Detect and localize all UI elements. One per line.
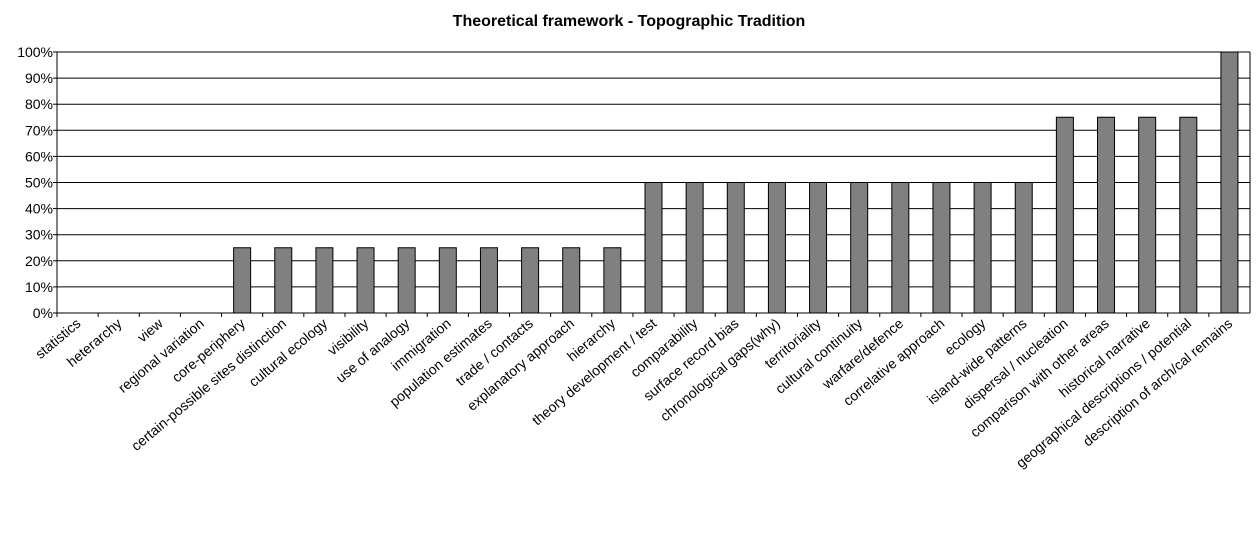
- y-tick-label: 90%: [25, 70, 53, 86]
- bar: [521, 247, 540, 314]
- bar: [1138, 116, 1157, 314]
- y-tick-label: 100%: [17, 44, 53, 60]
- bar: [685, 182, 704, 314]
- bar: [726, 182, 745, 314]
- bar: [233, 247, 252, 314]
- y-tick-label: 50%: [25, 175, 53, 191]
- y-tick-label: 60%: [25, 148, 53, 164]
- bar: [397, 247, 416, 314]
- x-tick-label: view: [134, 314, 166, 345]
- bar: [274, 247, 293, 314]
- y-tick-label: 70%: [25, 122, 53, 138]
- bar: [438, 247, 457, 314]
- bar: [767, 182, 786, 314]
- bar: [1220, 51, 1239, 314]
- bar: [644, 182, 663, 314]
- bar: [850, 182, 869, 314]
- y-tick-label: 20%: [25, 253, 53, 269]
- bar: [1097, 116, 1116, 314]
- chart-title: Theoretical framework - Topographic Trad…: [453, 13, 806, 30]
- y-tick-label: 0%: [33, 305, 53, 321]
- bar: [562, 247, 581, 314]
- bar: [891, 182, 910, 314]
- bar: [356, 247, 375, 314]
- y-tick-label: 30%: [25, 227, 53, 243]
- bar: [1014, 182, 1033, 314]
- bar: [932, 182, 951, 314]
- y-tick-label: 40%: [25, 201, 53, 217]
- bar: [603, 247, 622, 314]
- bar: [479, 247, 498, 314]
- y-tick-label: 10%: [25, 279, 53, 295]
- bar: [1055, 116, 1074, 314]
- bar: [315, 247, 334, 314]
- y-tick-label: 80%: [25, 96, 53, 112]
- bar: [809, 182, 828, 314]
- bar: [973, 182, 992, 314]
- bar: [1179, 116, 1198, 314]
